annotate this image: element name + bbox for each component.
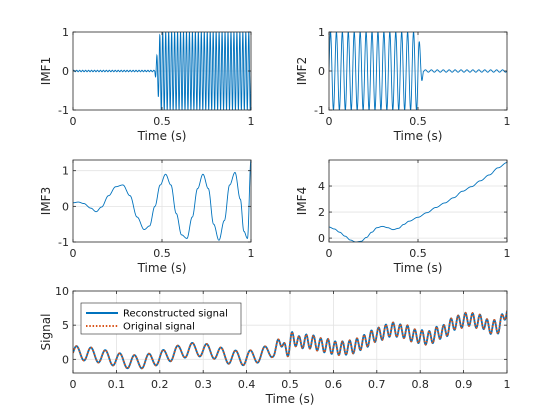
signal-ytick-label-0: 0 <box>62 353 69 366</box>
imf3-xlabel: Time (s) <box>137 261 187 275</box>
imf3-xtick-label-1: 0.5 <box>153 247 171 260</box>
signal-legend: Reconstructed signal Original signal <box>80 302 242 335</box>
signal-xtick-label-4: 0.4 <box>238 378 256 391</box>
imf1-ylabel: IMF1 <box>39 57 53 85</box>
imf1-ytick-label-1: 0 <box>62 65 69 78</box>
imf1-xtick-label-1: 0.5 <box>153 115 171 128</box>
signal-ylabel: Signal <box>39 314 53 351</box>
signal-xtick-label-10: 1 <box>504 378 511 391</box>
imf1-xtick-label-2: 1 <box>248 115 255 128</box>
imf1-xlabel: Time (s) <box>137 129 187 143</box>
imf4-xlabel: Time (s) <box>393 261 443 275</box>
imf4-xtick-label-2: 1 <box>504 247 511 260</box>
signal-xtick-label-9: 0.9 <box>455 378 473 391</box>
imf2-xtick-label-2: 1 <box>504 115 511 128</box>
imf3-series-line <box>73 160 251 241</box>
imf4-axes: 0 0.5 1 0 2 4 Time (s) IMF4 <box>295 159 511 275</box>
signal-xtick-label-3: 0.3 <box>194 378 212 391</box>
imf2-ytick-label-0: -1 <box>314 104 325 117</box>
imf4-ytick-label-1: 2 <box>318 206 325 219</box>
imf4-ytick-label-0: 0 <box>318 232 325 245</box>
imf2-xlabel: Time (s) <box>393 129 443 143</box>
signal-series-original <box>73 310 507 370</box>
imf1-series-line <box>73 32 251 110</box>
signal-xtick-label-0: 0 <box>70 378 77 391</box>
imf1-ytick-label-2: 1 <box>62 26 69 39</box>
imf1-ytick-label-0: -1 <box>58 104 69 117</box>
imf3-xtick-label-0: 0 <box>70 247 77 260</box>
signal-xtick-label-8: 0.8 <box>411 378 429 391</box>
signal-xtick-label-6: 0.6 <box>325 378 343 391</box>
signal-ytick-label-1: 5 <box>62 319 69 332</box>
imf2-ytick-label-2: 1 <box>318 26 325 39</box>
signal-xtick-label-5: 0.5 <box>281 378 299 391</box>
imf1-xtick-label-0: 0 <box>70 115 77 128</box>
imf3-ytick-label-0: -1 <box>58 236 69 249</box>
imf2-ytick-label-1: 0 <box>318 65 325 78</box>
imf2-ylabel: IMF2 <box>295 57 309 85</box>
signal-ytick-label-2: 10 <box>55 285 69 298</box>
imf3-ytick-label-1: 0 <box>62 200 69 213</box>
imf3-ylabel: IMF3 <box>39 187 53 215</box>
imf3-ytick-label-2: 1 <box>62 165 69 178</box>
imf3-xtick-label-2: 1 <box>248 247 255 260</box>
signal-xtick-label-2: 0.2 <box>151 378 169 391</box>
imf4-ytick-label-2: 4 <box>318 180 325 193</box>
legend-label-original: Original signal <box>123 322 195 333</box>
imf2-xtick-label-0: 0 <box>326 115 333 128</box>
signal-xtick-label-1: 0.1 <box>108 378 126 391</box>
signal-xlabel: Time (s) <box>265 392 315 406</box>
imf4-xtick-label-0: 0 <box>326 247 333 260</box>
imf2-series-line <box>329 32 507 110</box>
imf2-xtick-label-1: 0.5 <box>409 115 427 128</box>
legend-label-reconstructed: Reconstructed signal <box>123 309 228 320</box>
legend-box <box>80 302 242 335</box>
imf4-ylabel: IMF4 <box>295 187 309 215</box>
signal-xtick-label-7: 0.7 <box>368 378 386 391</box>
imf4-xtick-label-1: 0.5 <box>409 247 427 260</box>
